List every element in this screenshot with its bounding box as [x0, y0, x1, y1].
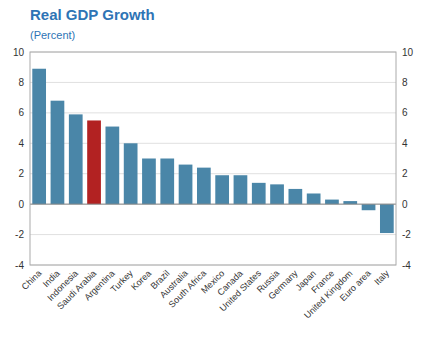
zero-line [30, 204, 396, 205]
y-tick-label: 2 [18, 168, 24, 179]
y-tick-label: 4 [18, 138, 24, 149]
y2-tick-label: 6 [402, 107, 408, 118]
bar [288, 189, 302, 204]
bar [197, 168, 211, 205]
y2-tick-label: 4 [402, 138, 408, 149]
grid [30, 52, 396, 265]
grid-line [30, 82, 396, 83]
x-tick-label: Korea [129, 268, 153, 292]
grid-line [30, 173, 396, 174]
bar [124, 143, 138, 204]
chart-svg: Real GDP Growth (Percent) -4 -4 -2 -2 0 0 2 2 4 4 6 6… [0, 0, 426, 347]
y-tick-label: 6 [18, 107, 24, 118]
y-tick-label: 8 [18, 77, 24, 88]
y2-tick-label: 0 [402, 199, 408, 210]
bar [307, 193, 321, 204]
bar [252, 183, 266, 204]
y2-tick-label: -4 [402, 260, 411, 271]
bar [179, 165, 193, 205]
y-tick-label: -4 [15, 260, 24, 271]
y-tick-label: 10 [13, 47, 25, 58]
x-tick-label: Euro area [338, 268, 373, 303]
grid-line [30, 143, 396, 144]
x-tick-label: China [20, 268, 44, 292]
grid-line [30, 234, 396, 235]
chart-container: Real GDP Growth (Percent) -4 -4 -2 -2 0 0 2 2 4 4 6 6… [0, 0, 426, 347]
bar [362, 204, 376, 210]
bar [270, 184, 284, 204]
bar [380, 204, 394, 233]
subtitle: (Percent) [30, 29, 75, 41]
bar [234, 175, 248, 204]
y2-tick-label: -2 [402, 229, 411, 240]
y-tick-label: -2 [15, 229, 24, 240]
x-tick-label: Turkey [109, 268, 136, 295]
bar [69, 114, 83, 204]
title: Real GDP Growth [30, 6, 155, 23]
y2-tick-label: 8 [402, 77, 408, 88]
y2-tick-label: 2 [402, 168, 408, 179]
bar [215, 175, 229, 204]
x-tick-label: Italy [372, 268, 391, 287]
bars [32, 69, 393, 233]
y2-tick-label: 10 [402, 47, 414, 58]
bar [32, 69, 46, 204]
bar [87, 120, 101, 204]
bar [160, 159, 174, 205]
y-tick-label: 0 [18, 199, 24, 210]
bar [142, 159, 156, 205]
bar [51, 101, 65, 204]
plot-frame [30, 52, 396, 265]
bar [105, 127, 119, 205]
grid-line [30, 204, 396, 205]
grid-line [30, 112, 396, 113]
bar [325, 200, 339, 205]
